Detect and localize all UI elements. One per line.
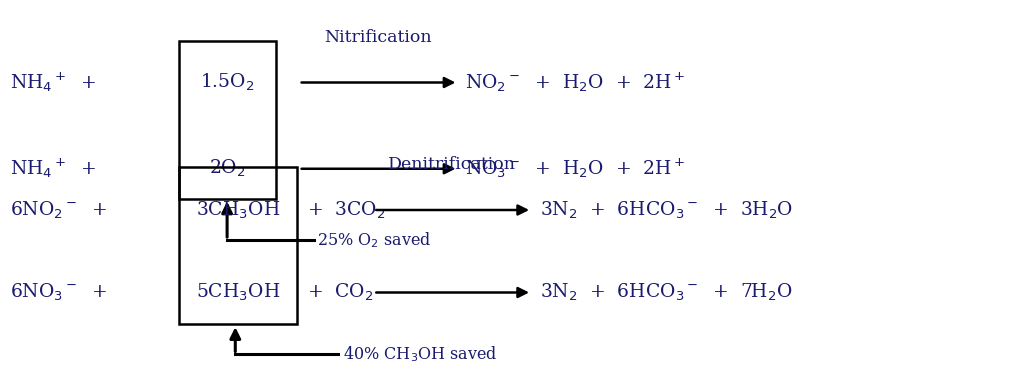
Text: 3CH$_3$OH: 3CH$_3$OH <box>195 200 280 220</box>
Bar <box>179 41 276 199</box>
Text: Nitrification: Nitrification <box>324 29 433 46</box>
Text: Denitrification: Denitrification <box>388 156 517 174</box>
Text: NH$_4$$^+$  +: NH$_4$$^+$ + <box>10 157 96 180</box>
Text: 25% O$_2$ saved: 25% O$_2$ saved <box>317 230 432 250</box>
Text: NO$_3$$^-$  +  H$_2$O  +  2H$^+$: NO$_3$$^-$ + H$_2$O + 2H$^+$ <box>465 157 685 180</box>
Text: NO$_2$$^-$  +  H$_2$O  +  2H$^+$: NO$_2$$^-$ + H$_2$O + 2H$^+$ <box>465 71 685 94</box>
Text: 40% CH$_3$OH saved: 40% CH$_3$OH saved <box>343 345 497 364</box>
Text: NH$_4$$^+$  +: NH$_4$$^+$ + <box>10 71 96 94</box>
Text: 6NO$_3$$^-$  +: 6NO$_3$$^-$ + <box>10 282 107 303</box>
Text: +  3CO$_2$: + 3CO$_2$ <box>307 200 386 220</box>
Text: 3N$_2$  +  6HCO$_3$$^-$  +  3H$_2$O: 3N$_2$ + 6HCO$_3$$^-$ + 3H$_2$O <box>540 200 794 220</box>
Bar <box>179 167 297 324</box>
Text: 3N$_2$  +  6HCO$_3$$^-$  +  7H$_2$O: 3N$_2$ + 6HCO$_3$$^-$ + 7H$_2$O <box>540 282 793 303</box>
Text: 2O$_2$: 2O$_2$ <box>210 158 246 179</box>
Text: +  CO$_2$: + CO$_2$ <box>307 282 373 303</box>
Text: 6NO$_2$$^-$  +: 6NO$_2$$^-$ + <box>10 200 107 220</box>
Text: 1.5O$_2$: 1.5O$_2$ <box>201 72 255 93</box>
Text: 5CH$_3$OH: 5CH$_3$OH <box>195 282 280 303</box>
